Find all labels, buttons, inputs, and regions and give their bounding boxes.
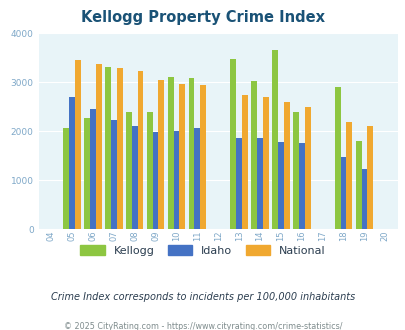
Bar (340, 157, 345, 229)
Bar (256, 138, 262, 229)
Bar (334, 87, 340, 229)
Text: Kellogg Property Crime Index: Kellogg Property Crime Index (81, 10, 324, 25)
Bar (116, 68, 122, 229)
Text: Crime Index corresponds to incidents per 100,000 inhabitants: Crime Index corresponds to incidents per… (51, 292, 354, 302)
Bar (63, 128, 69, 229)
Text: © 2025 CityRating.com - https://www.cityrating.com/crime-statistics/: © 2025 CityRating.com - https://www.city… (64, 322, 341, 330)
Bar (152, 132, 158, 229)
Bar (147, 112, 152, 229)
Bar (111, 120, 116, 229)
Bar (345, 122, 352, 229)
Bar (75, 60, 81, 229)
Bar (167, 77, 173, 229)
Bar (277, 143, 283, 229)
Bar (90, 109, 96, 229)
Bar (304, 107, 310, 229)
Bar (158, 80, 164, 229)
Bar (292, 112, 298, 229)
Bar (355, 141, 360, 229)
Bar (137, 71, 143, 229)
Legend: Kellogg, Idaho, National: Kellogg, Idaho, National (76, 240, 329, 260)
Bar (105, 67, 111, 229)
Bar (200, 85, 206, 229)
Bar (251, 81, 256, 229)
Bar (367, 126, 372, 229)
Bar (236, 138, 241, 229)
Bar (188, 78, 194, 229)
Bar (173, 131, 179, 229)
Bar (283, 102, 289, 229)
Bar (262, 97, 268, 229)
Bar (84, 118, 90, 229)
Bar (360, 170, 367, 229)
Bar (298, 143, 304, 229)
Bar (96, 64, 101, 229)
Bar (241, 95, 247, 229)
Bar (271, 50, 277, 229)
Bar (69, 97, 75, 229)
Bar (126, 112, 131, 229)
Bar (194, 128, 200, 229)
Bar (179, 84, 185, 229)
Bar (230, 58, 236, 229)
Bar (131, 126, 137, 229)
